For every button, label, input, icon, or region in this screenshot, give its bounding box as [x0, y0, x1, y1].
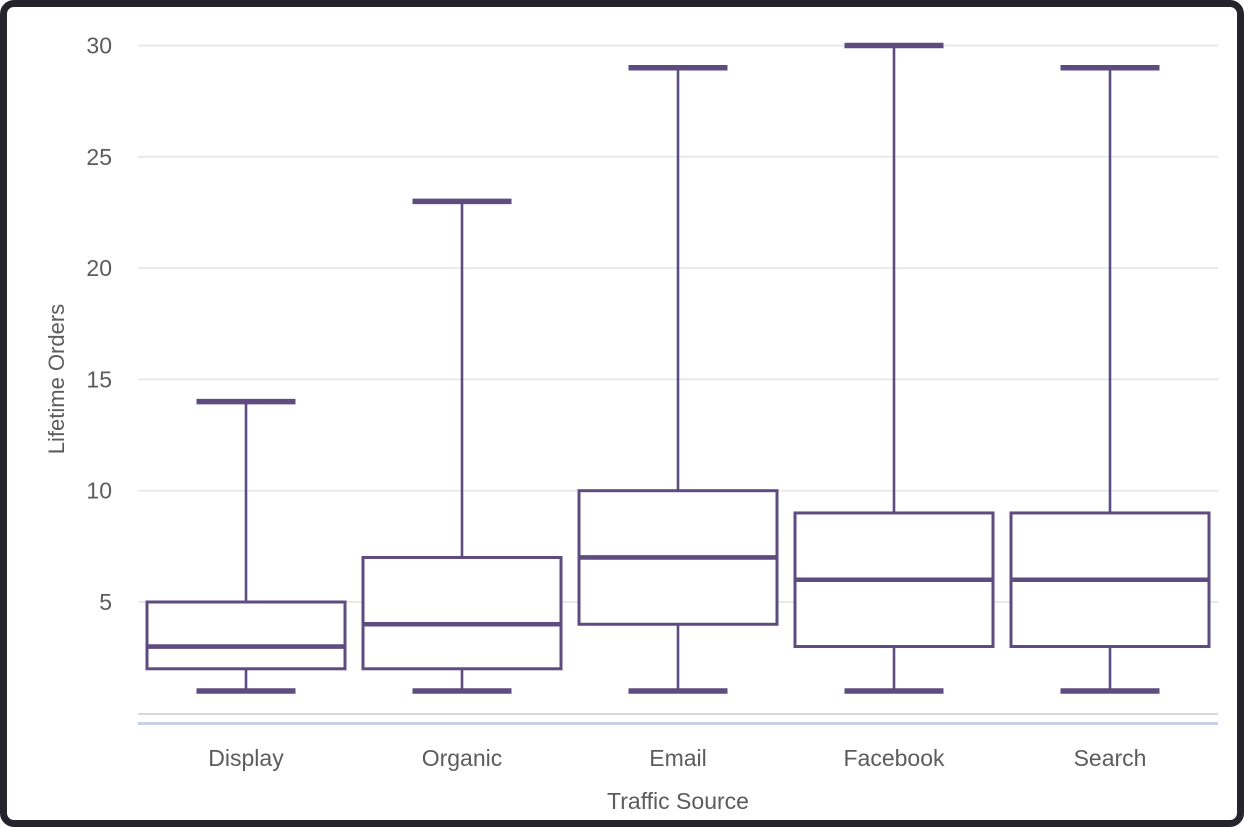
- y-tick-label-25: 25: [86, 144, 112, 170]
- box-organic: [361, 555, 563, 671]
- y-tick-label-10: 10: [86, 478, 112, 504]
- category-label-facebook: Facebook: [843, 745, 945, 771]
- category-label-display: Display: [208, 745, 284, 771]
- box-display: [145, 600, 347, 671]
- boxplot-canvas: 5 10 15 20 25 30 Display Organic Email Facebook Se…: [86, 33, 1218, 771]
- y-tick-label-15: 15: [86, 366, 112, 392]
- y-tick-label-20: 20: [86, 255, 112, 281]
- category-label-email: Email: [649, 745, 707, 771]
- category-label-search: Search: [1074, 745, 1147, 771]
- category-label-organic: Organic: [422, 745, 503, 771]
- y-tick-label-30: 30: [86, 33, 112, 59]
- y-tick-label-5: 5: [99, 589, 112, 615]
- y-axis-title: Lifetime Orders: [44, 303, 69, 455]
- x-axis-title: Traffic Source: [607, 788, 749, 814]
